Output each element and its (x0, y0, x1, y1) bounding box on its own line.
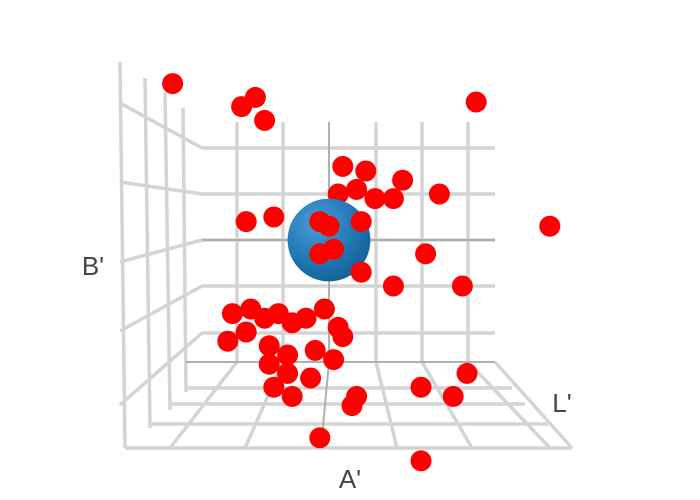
data-point (235, 211, 257, 233)
data-point (162, 73, 184, 95)
data-point (295, 307, 317, 329)
data-point (539, 215, 561, 237)
data-point (350, 261, 372, 283)
data-point (277, 362, 299, 384)
data-point (318, 215, 340, 237)
data-point (277, 344, 299, 366)
data-point (263, 206, 285, 228)
data-point (382, 188, 404, 210)
data-point (281, 385, 303, 407)
data-point (415, 243, 437, 265)
data-point (456, 362, 478, 384)
data-point (263, 376, 285, 398)
z-axis-label: B' (82, 251, 104, 281)
data-point (442, 385, 464, 407)
data-point (309, 427, 331, 449)
data-point (258, 353, 280, 375)
data-point (244, 86, 266, 108)
data-point (332, 155, 354, 177)
data-point (410, 376, 432, 398)
data-point (254, 109, 276, 131)
y-axis-label: L' (552, 388, 571, 418)
x-axis-label: A' (339, 464, 361, 494)
data-point (392, 169, 414, 191)
data-point (465, 91, 487, 113)
data-point (451, 275, 473, 297)
data-point (300, 367, 322, 389)
data-point (332, 326, 354, 348)
data-point (217, 330, 239, 352)
data-point (382, 275, 404, 297)
data-point (313, 298, 335, 320)
data-point (341, 395, 363, 417)
data-point (323, 349, 345, 371)
data-point (258, 335, 280, 357)
data-point (346, 178, 368, 200)
data-point (364, 188, 386, 210)
data-point (350, 211, 372, 233)
points-front (217, 86, 561, 472)
data-point (410, 450, 432, 472)
data-point (221, 303, 243, 325)
data-point (235, 321, 257, 343)
data-point (304, 339, 326, 361)
data-point (355, 160, 377, 182)
data-point (323, 238, 345, 260)
data-point (267, 303, 289, 325)
left-wall-grid (118, 61, 204, 449)
data-point (428, 183, 450, 205)
